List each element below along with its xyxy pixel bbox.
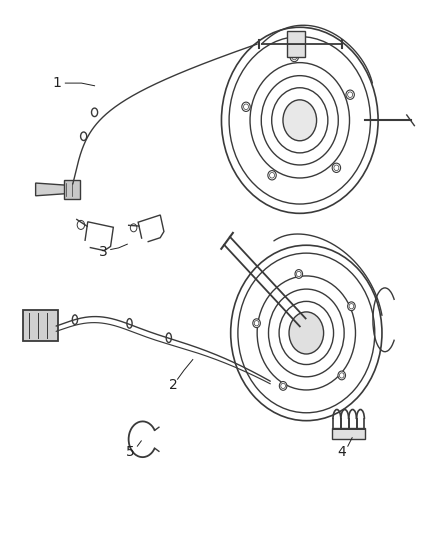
FancyBboxPatch shape — [287, 31, 305, 58]
Ellipse shape — [268, 171, 276, 180]
Ellipse shape — [253, 319, 260, 328]
Ellipse shape — [346, 90, 354, 99]
FancyBboxPatch shape — [332, 427, 365, 439]
Ellipse shape — [290, 52, 298, 62]
Ellipse shape — [348, 302, 355, 311]
Text: 1: 1 — [52, 76, 61, 90]
Polygon shape — [35, 183, 66, 196]
FancyBboxPatch shape — [23, 310, 58, 342]
Ellipse shape — [295, 270, 303, 278]
Text: 3: 3 — [99, 245, 108, 259]
Ellipse shape — [289, 312, 324, 354]
Text: 5: 5 — [127, 445, 135, 458]
Ellipse shape — [283, 100, 317, 141]
Text: 4: 4 — [338, 445, 346, 458]
Ellipse shape — [332, 163, 341, 173]
FancyBboxPatch shape — [64, 180, 80, 199]
Ellipse shape — [338, 371, 346, 380]
Ellipse shape — [242, 102, 250, 111]
Text: 2: 2 — [169, 377, 177, 392]
Ellipse shape — [279, 382, 287, 390]
